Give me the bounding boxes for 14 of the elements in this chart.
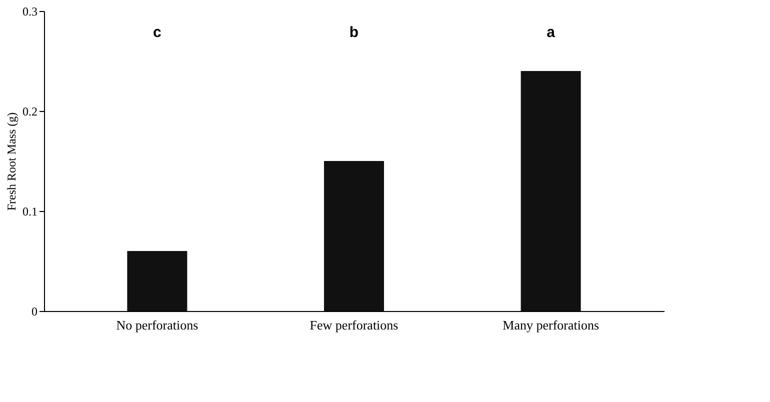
annotation: b [349, 24, 359, 41]
annotation: a [546, 24, 556, 41]
x-tick-label: Few perforations [310, 318, 398, 332]
y-tick-label: 0.2 [22, 104, 38, 118]
y-tick-label: 0.3 [22, 4, 38, 18]
x-tick-label: No perforations [116, 318, 198, 332]
y-tick-label: 0.1 [22, 204, 38, 218]
y-axis-title: Fresh Root Mass (g) [4, 112, 18, 211]
y-tick-label: 0 [32, 304, 38, 318]
annotation: c [153, 24, 162, 41]
x-tick-label: Many perforations [502, 318, 600, 332]
bar [520, 71, 581, 311]
bar [127, 251, 188, 311]
bar [324, 161, 384, 311]
